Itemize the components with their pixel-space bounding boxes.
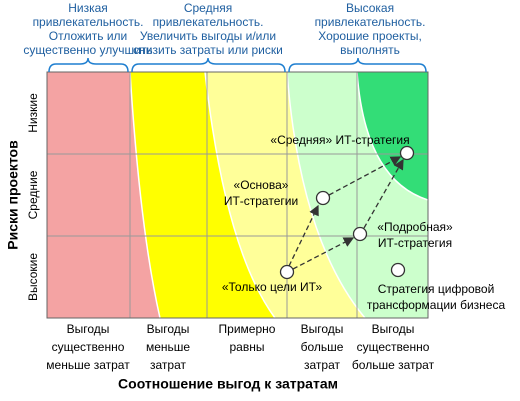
- x-category-label: затрат: [304, 358, 340, 372]
- x-category-label: Выгоды: [147, 322, 190, 336]
- strategy-label: «Подробная»: [377, 220, 453, 234]
- x-axis-title: Соотношение выгод к затратам: [118, 376, 338, 392]
- zone-label: Высокая: [346, 1, 394, 15]
- x-category-label: Примерно: [219, 322, 276, 336]
- zone-high: [357, 72, 428, 200]
- x-category-label: меньше затрат: [46, 358, 130, 372]
- strategy-label: трансформации бизнеса: [367, 298, 506, 312]
- strategy-label: «Только цели ИТ»: [222, 280, 323, 294]
- strategy-point: [315, 190, 331, 206]
- zones: [47, 72, 428, 318]
- y-level-label: Низкие: [26, 93, 40, 133]
- zone-label: Средняя: [184, 1, 232, 15]
- zone-label: существенно улучшить: [23, 43, 152, 57]
- zone-label: снизить затраты или риски: [133, 43, 283, 57]
- zone-label: Отложить или: [49, 29, 127, 43]
- y-level-label: Высокие: [26, 253, 40, 301]
- strategy-label: «Средняя» ИТ-стратегия: [270, 133, 409, 147]
- x-category-label: Выгоды: [301, 322, 344, 336]
- y-level-label: Средние: [26, 170, 40, 219]
- strategy-label: Стратегия цифровой: [378, 282, 495, 296]
- arrows: [288, 156, 404, 270]
- brackets: [48, 57, 427, 73]
- zone-label: Низкая: [68, 1, 108, 15]
- strategy-label: «Основа»: [234, 178, 289, 192]
- zone-label: Увеличить выгоды и/или: [140, 29, 276, 43]
- strategy-label: ИТ-стратегии: [224, 194, 298, 208]
- x-category-label: равны: [230, 340, 265, 354]
- strategy-point: [399, 145, 415, 161]
- strategy-point: [279, 264, 295, 280]
- x-category-label: больше: [301, 340, 344, 354]
- x-category-label: затрат: [150, 358, 186, 372]
- zone-label: выполнять: [340, 43, 400, 57]
- y-axis-title: Риски проектов: [5, 140, 21, 250]
- x-category-label: существенно: [357, 340, 430, 354]
- zone-label: привлекательность.: [153, 15, 264, 29]
- strategy-label: ИТ-стратегия: [378, 236, 452, 250]
- zone-label: привлекательность.: [33, 15, 144, 29]
- x-category-label: больше затрат: [352, 358, 435, 372]
- strategy-point: [352, 226, 368, 242]
- strategy-point: [390, 262, 406, 278]
- zone-label: Хорошие проекты,: [318, 29, 422, 43]
- x-category-label: существенно: [52, 340, 125, 354]
- x-category-label: Выгоды: [67, 322, 110, 336]
- x-category-label: меньше: [146, 340, 190, 354]
- x-category-label: Выгоды: [372, 322, 415, 336]
- grid: [46, 71, 429, 319]
- zone-label: привлекательность.: [315, 15, 426, 29]
